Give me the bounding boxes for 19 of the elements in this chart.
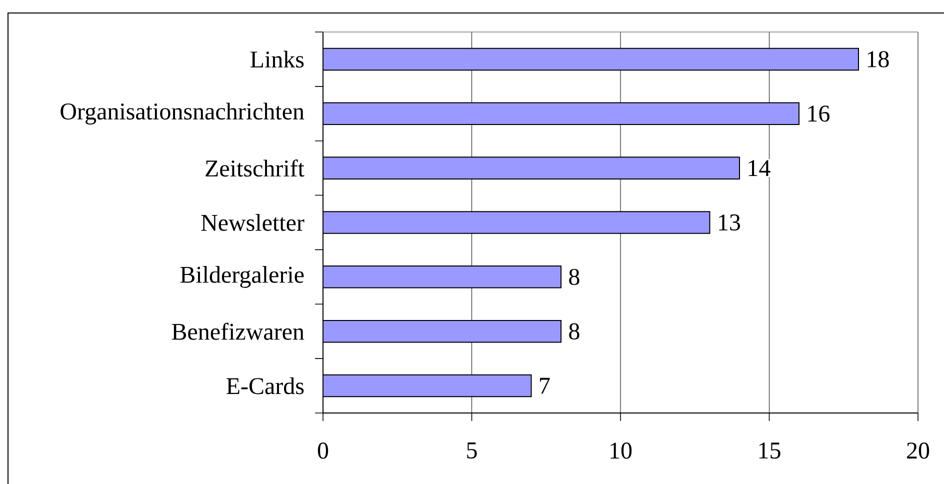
y-tick-label: Bildergalerie: [180, 266, 304, 288]
x-tick-label: 0: [318, 442, 328, 459]
x-tick-label: 5: [467, 442, 477, 458]
data-label: 7: [540, 378, 550, 394]
y-tick-label: Newsletter: [201, 214, 304, 231]
data-label: 8: [569, 323, 580, 340]
y-tick-label: Benefizwaren: [172, 322, 304, 340]
y-tick-label: Zeitschrift: [206, 160, 304, 177]
data-label: 14: [748, 160, 770, 176]
y-tick-label: E-Cards: [226, 377, 304, 394]
data-label: 18: [868, 51, 889, 68]
y-tick-label: Links: [250, 50, 304, 68]
x-tick-label: 10: [610, 442, 632, 459]
data-label: 8: [569, 268, 580, 286]
y-tick-label: Organisationsnachrichten: [60, 102, 304, 125]
x-tick-label: 20: [907, 442, 930, 459]
data-label: 16: [808, 106, 830, 122]
data-label: 13: [719, 214, 740, 231]
x-tick-label: 15: [759, 442, 780, 459]
